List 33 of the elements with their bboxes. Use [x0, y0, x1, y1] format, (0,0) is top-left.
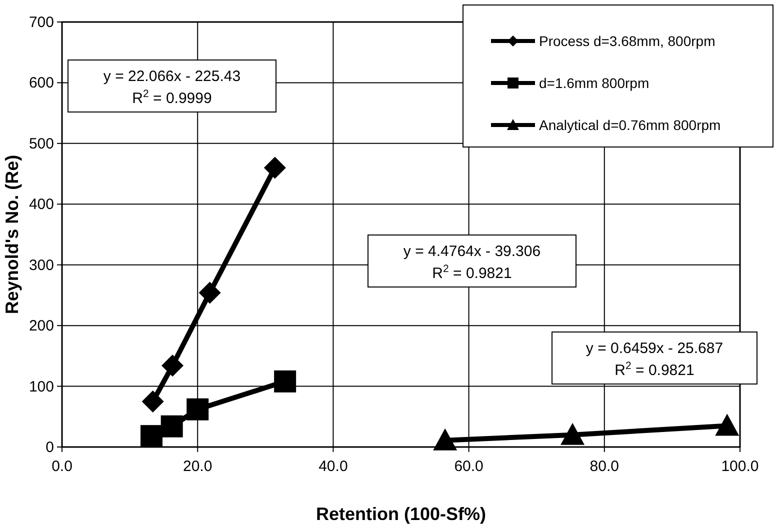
annotation: y = 0.6459x - 25.687 R$^{2}$ = 0.9821 — [586, 340, 724, 379]
point — [160, 415, 183, 438]
y-axis-title: Reynold's No. (Re) — [2, 154, 22, 314]
x-tick-label: 0.0 — [52, 458, 72, 475]
annotation: y = 4.4764x - 39.306 R$^{2}$ = 0.9821 — [403, 243, 541, 282]
x-axis-title: Retention (100-Sf%) — [316, 504, 486, 524]
point — [715, 414, 740, 436]
point — [186, 398, 209, 420]
legend-label: Process d=3.68mm, 800rpm — [539, 33, 716, 49]
y-tick-label: 300 — [28, 256, 54, 274]
point — [560, 422, 585, 445]
x-tick-label: 60.0 — [454, 458, 484, 475]
point — [433, 428, 458, 450]
point — [274, 370, 296, 392]
y-tick-label: 700 — [28, 14, 54, 31]
x-tick-label: 40.0 — [318, 458, 348, 475]
x-tick-label: 20.0 — [183, 458, 212, 475]
legend-label: Analytical d=0.76mm 800rpm — [539, 117, 721, 133]
y-tick-label: 0 — [46, 439, 54, 456]
y-tick-label: 100 — [28, 378, 54, 396]
point — [198, 282, 221, 304]
y-tick-label: 200 — [28, 318, 54, 335]
annotation: y = 22.066x - 225.43 R$^{2}$ = 0.9999 — [103, 68, 241, 107]
point — [162, 354, 184, 377]
point — [264, 156, 286, 179]
y-tick-label: 600 — [28, 74, 54, 92]
point — [142, 390, 164, 412]
x-tick-label: 80.0 — [590, 458, 619, 475]
legend-label: d=1.6mm 800rpm — [539, 75, 650, 91]
x-tick-label: 100.0 — [721, 458, 759, 475]
y-tick-label: 500 — [28, 135, 54, 152]
y-tick-label: 400 — [28, 196, 54, 214]
point — [140, 425, 162, 448]
